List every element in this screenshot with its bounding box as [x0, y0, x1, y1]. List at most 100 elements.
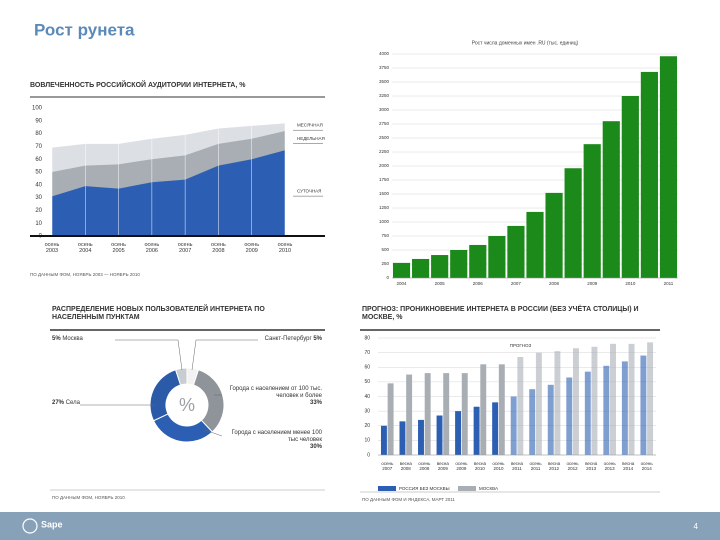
bar — [431, 255, 449, 278]
legend-label: МОСКВА — [479, 486, 498, 491]
y-tick-label: 0 — [386, 275, 389, 280]
bar — [591, 346, 598, 455]
y-tick-label: 3000 — [379, 107, 390, 112]
y-tick-label: 100 — [32, 106, 43, 112]
y-tick-label: 500 — [381, 247, 389, 252]
x-tick-label: осень 2014 — [640, 461, 653, 472]
y-tick-label: 1000 — [379, 219, 390, 224]
bar — [473, 406, 480, 455]
pie-center-label: % — [179, 395, 195, 415]
slice-label: Санкт-Петербург 5% — [200, 336, 322, 343]
bar — [659, 56, 678, 278]
bar — [510, 396, 517, 455]
x-tick-label: 2007 — [511, 281, 522, 286]
bar — [547, 384, 554, 455]
legend-label: СУТОЧНАЯ — [297, 188, 321, 193]
legend-label: МЕСЯЧНАЯ — [297, 122, 323, 127]
y-tick-label: 60 — [35, 157, 42, 163]
bar — [406, 374, 413, 455]
bar — [583, 144, 601, 278]
y-tick-label: 3500 — [379, 79, 390, 84]
y-tick-label: 20 — [35, 208, 42, 214]
y-tick-label: 250 — [381, 261, 389, 266]
bar — [545, 192, 563, 278]
x-tick-label: осень 2004 — [77, 242, 93, 255]
chart-title: ВОВЛЕЧЕННОСТЬ РОССИЙСКОЙ АУДИТОРИИ ИНТЕР… — [30, 82, 246, 89]
x-tick-label: осень 2007 — [177, 242, 193, 255]
y-tick-label: 2250 — [379, 149, 390, 154]
bar — [461, 373, 468, 455]
x-tick-label: осень 2012 — [566, 461, 579, 472]
bar — [628, 343, 635, 455]
x-tick-label: осень 2007 — [381, 461, 394, 472]
x-tick-label: весна 2014 — [622, 461, 635, 472]
y-tick-label: 50 — [35, 170, 42, 176]
x-tick-label: осень 2011 — [529, 461, 542, 472]
y-tick-label: 1250 — [379, 205, 390, 210]
x-tick-label: 2011 — [664, 281, 674, 286]
leader-line — [191, 339, 258, 371]
slice-label: 27% Села — [52, 400, 132, 407]
y-tick-label: 90 — [35, 118, 42, 124]
slice-name: Города с населением от 100 тыс. человек … — [229, 386, 322, 399]
x-tick-label: весна 2012 — [548, 461, 561, 472]
bar — [564, 168, 582, 278]
y-tick-label: 20 — [364, 423, 370, 429]
x-tick-label: осень 2010 — [277, 242, 293, 255]
leader-line — [204, 429, 223, 437]
bar — [443, 373, 450, 455]
bar — [498, 364, 505, 455]
bar — [640, 71, 658, 278]
legend-swatch — [458, 486, 476, 491]
page-number: 4 — [694, 522, 699, 531]
y-tick-label: 4000 — [379, 51, 390, 56]
x-tick-label: 2005 — [435, 281, 446, 286]
bar — [621, 96, 639, 278]
bar — [436, 415, 443, 455]
slice-name: Села — [65, 400, 80, 406]
y-tick-label: 60 — [364, 365, 370, 371]
bar — [392, 262, 411, 278]
bar — [450, 250, 468, 278]
bar — [572, 348, 579, 455]
chart-source: ПО ДАННЫМ ФОМ, НОЯБРЬ 2003 — НОЯБРЬ 2010 — [30, 272, 140, 277]
y-tick-label: 2500 — [379, 135, 390, 140]
x-tick-label: 2006 — [473, 281, 484, 286]
chart-title: ПРОГНОЗ: ПРОНИКНОВЕНИЕ ИНТЕРНЕТА В РОССИ… — [362, 306, 639, 322]
x-tick-label: осень 2009 — [244, 242, 260, 255]
slice-name: Москва — [62, 336, 83, 342]
footer-bar — [0, 512, 720, 540]
legend-label: РОССИЯ БЕЗ МОСКВЫ — [399, 486, 450, 491]
bar — [412, 258, 430, 278]
x-tick-label: 2004 — [397, 281, 408, 286]
bar — [554, 351, 561, 455]
x-tick-label: 2009 — [587, 281, 598, 286]
slice-value: 5% — [52, 336, 61, 342]
y-tick-label: 70 — [364, 350, 370, 356]
x-tick-label: осень 2003 — [44, 242, 60, 255]
y-tick-label: 10 — [364, 438, 370, 444]
y-tick-label: 40 — [364, 394, 370, 400]
pie-center — [167, 385, 207, 425]
bar — [535, 352, 542, 455]
x-tick-label: 2010 — [625, 281, 636, 286]
bar — [424, 373, 431, 455]
y-tick-label: 30 — [364, 408, 370, 414]
y-tick-label: 40 — [35, 182, 42, 188]
chart-source: ПО ДАННЫМ ФОМ И ЯНДЕКСА, МАРТ 2011 — [362, 497, 455, 502]
area — [52, 150, 285, 236]
slice-name: Санкт-Петербург — [264, 336, 312, 342]
chart-title: Рост числа доменных имен .RU (тыс. едини… — [472, 40, 579, 46]
y-tick-label: 2000 — [379, 163, 390, 168]
y-tick-label: 10 — [35, 221, 42, 227]
slice-value: 5% — [313, 336, 322, 342]
slice-value: 33% — [309, 399, 322, 406]
bar — [488, 236, 506, 278]
legend-label: НЕДЕЛЬНАЯ — [297, 136, 325, 141]
legend-swatch — [378, 486, 396, 491]
x-tick-label: осень 2008 — [418, 461, 431, 472]
bar — [517, 357, 524, 455]
bar — [469, 244, 487, 278]
